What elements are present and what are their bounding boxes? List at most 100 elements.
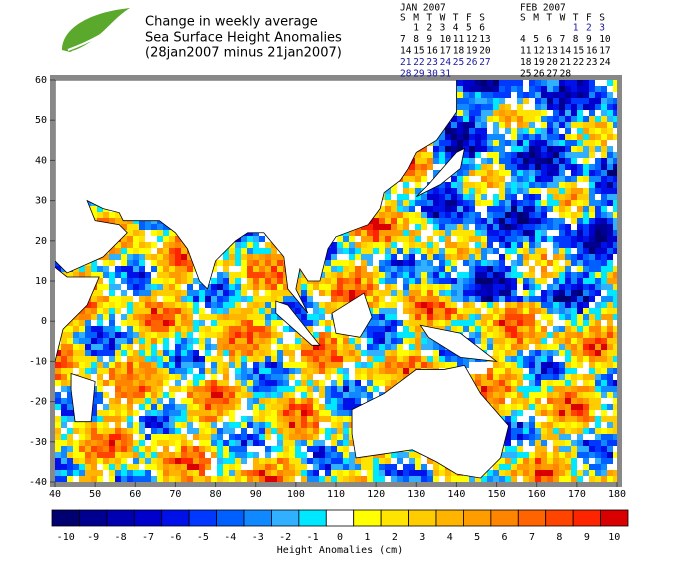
ocean-cell bbox=[607, 176, 613, 182]
ocean-cell bbox=[493, 194, 499, 200]
ocean-cell bbox=[589, 176, 595, 182]
ocean-cell bbox=[403, 278, 409, 284]
ocean-cell bbox=[517, 188, 523, 194]
ocean-cell bbox=[391, 344, 397, 350]
ocean-cell bbox=[529, 260, 535, 266]
ocean-cell bbox=[349, 242, 355, 248]
ocean-cell bbox=[469, 338, 475, 344]
ocean-cell bbox=[409, 290, 415, 296]
ocean-cell bbox=[157, 314, 163, 320]
ocean-cell bbox=[613, 350, 617, 356]
ocean-cell bbox=[493, 98, 499, 104]
ocean-cell bbox=[505, 266, 511, 272]
ocean-cell bbox=[517, 134, 523, 140]
ocean-cell bbox=[535, 188, 541, 194]
ocean-cell bbox=[181, 284, 187, 290]
ocean-cell bbox=[589, 110, 595, 116]
ocean-cell bbox=[601, 224, 607, 230]
ocean-cell bbox=[247, 344, 253, 350]
ocean-cell bbox=[601, 296, 607, 302]
ocean-cell bbox=[475, 188, 481, 194]
ocean-cell bbox=[565, 224, 571, 230]
ocean-cell bbox=[559, 338, 565, 344]
ocean-cell bbox=[469, 290, 475, 296]
ocean-cell bbox=[517, 362, 523, 368]
ocean-cell bbox=[151, 284, 157, 290]
ocean-cell bbox=[505, 374, 511, 380]
ocean-cell bbox=[325, 392, 331, 398]
ocean-cell bbox=[397, 356, 403, 362]
ocean-cell bbox=[229, 362, 235, 368]
ocean-cell bbox=[223, 368, 229, 374]
ocean-cell bbox=[379, 254, 385, 260]
ocean-cell bbox=[427, 356, 433, 362]
ocean-cell bbox=[247, 392, 253, 398]
ocean-cell bbox=[559, 254, 565, 260]
ocean-cell bbox=[433, 158, 439, 164]
ocean-cell bbox=[595, 290, 601, 296]
ocean-cell bbox=[121, 302, 127, 308]
ocean-cell bbox=[385, 302, 391, 308]
ocean-cell bbox=[433, 146, 439, 152]
ocean-cell bbox=[91, 296, 97, 302]
ocean-cell bbox=[295, 314, 301, 320]
ocean-cell bbox=[541, 296, 547, 302]
ocean-cell bbox=[139, 338, 145, 344]
ocean-cell bbox=[217, 362, 223, 368]
ocean-cell bbox=[487, 380, 493, 386]
ocean-cell bbox=[565, 296, 571, 302]
ocean-cell bbox=[493, 152, 499, 158]
ocean-cell bbox=[247, 284, 253, 290]
ocean-cell bbox=[487, 218, 493, 224]
ocean-cell bbox=[157, 272, 163, 278]
ocean-cell bbox=[307, 368, 313, 374]
ocean-cell bbox=[415, 356, 421, 362]
ocean-cell bbox=[523, 200, 529, 206]
ocean-cell bbox=[97, 332, 103, 338]
ocean-cell bbox=[505, 380, 511, 386]
ocean-cell bbox=[481, 206, 487, 212]
ocean-cell bbox=[427, 212, 433, 218]
ocean-cell bbox=[241, 272, 247, 278]
ocean-cell bbox=[109, 374, 115, 380]
ocean-cell bbox=[487, 116, 493, 122]
ocean-cell bbox=[517, 284, 523, 290]
ocean-cell bbox=[241, 284, 247, 290]
ocean-cell bbox=[607, 194, 613, 200]
ocean-cell bbox=[583, 266, 589, 272]
ocean-cell bbox=[403, 224, 409, 230]
ocean-cell bbox=[385, 224, 391, 230]
ocean-cell bbox=[613, 266, 617, 272]
ocean-cell bbox=[463, 218, 469, 224]
ocean-cell bbox=[577, 362, 583, 368]
ocean-cell bbox=[151, 326, 157, 332]
ocean-cell bbox=[373, 284, 379, 290]
ocean-cell bbox=[85, 356, 91, 362]
ocean-cell bbox=[451, 140, 457, 146]
ocean-cell bbox=[535, 182, 541, 188]
ocean-cell bbox=[145, 278, 151, 284]
ocean-cell bbox=[571, 290, 577, 296]
ocean-cell bbox=[247, 296, 253, 302]
ocean-cell bbox=[601, 230, 607, 236]
ocean-cell bbox=[391, 326, 397, 332]
ocean-cell bbox=[415, 248, 421, 254]
ocean-cell bbox=[541, 128, 547, 134]
ocean-cell bbox=[427, 158, 433, 164]
ocean-cell bbox=[601, 80, 607, 86]
ocean-cell bbox=[463, 170, 469, 176]
ocean-cell bbox=[55, 386, 61, 392]
ocean-cell bbox=[79, 338, 85, 344]
ocean-cell bbox=[511, 356, 517, 362]
ocean-cell bbox=[259, 368, 265, 374]
ocean-cell bbox=[433, 188, 439, 194]
ocean-cell bbox=[385, 356, 391, 362]
ocean-cell bbox=[223, 314, 229, 320]
ocean-cell bbox=[211, 332, 217, 338]
ocean-cell bbox=[529, 212, 535, 218]
ocean-cell bbox=[559, 290, 565, 296]
ocean-cell bbox=[559, 368, 565, 374]
ocean-cell bbox=[511, 392, 517, 398]
ocean-cell bbox=[565, 356, 571, 362]
ocean-cell bbox=[469, 152, 475, 158]
